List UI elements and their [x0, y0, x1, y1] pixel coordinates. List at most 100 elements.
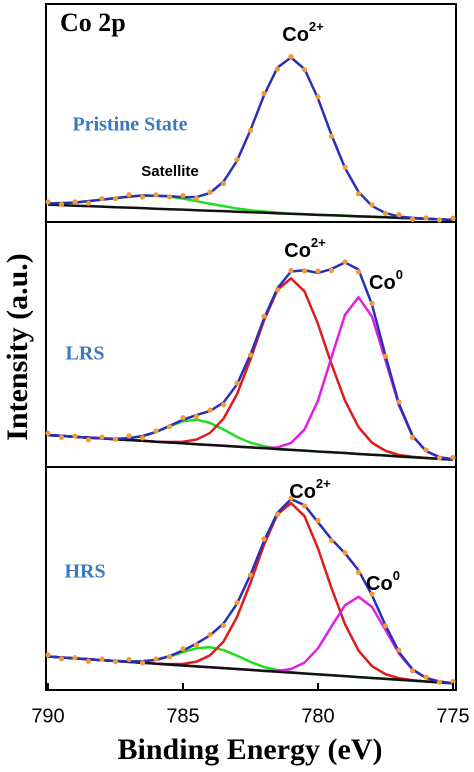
- data-point: [112, 436, 119, 442]
- data-point: [328, 133, 335, 139]
- annotation-sup: 2+: [309, 19, 324, 34]
- data-point: [207, 189, 213, 195]
- data-point: [72, 655, 78, 661]
- x-tick-label: 775: [436, 705, 469, 727]
- annotation-text: Co: [369, 272, 396, 294]
- data-point: [315, 517, 321, 524]
- data-point: [193, 642, 200, 648]
- data-point: [369, 591, 375, 597]
- data-point: [99, 195, 105, 202]
- x-tick-label: 785: [166, 705, 199, 727]
- data-point: [396, 212, 402, 218]
- x-tick-label: 780: [301, 705, 334, 727]
- data-point: [220, 622, 227, 629]
- data-point: [261, 536, 267, 542]
- data-point: [126, 192, 132, 198]
- data-point: [45, 199, 51, 205]
- data-point: [261, 313, 267, 319]
- data-point: [180, 415, 186, 421]
- data-point: [247, 352, 254, 358]
- data-point: [166, 194, 173, 200]
- data-point: [342, 550, 348, 556]
- data-point: [436, 679, 443, 685]
- data-point: [450, 678, 456, 685]
- data-point: [328, 267, 335, 274]
- data-point: [58, 434, 65, 440]
- plot-frame: [45, 3, 457, 691]
- y-axis-label: Intensity (a.u.): [1, 253, 34, 441]
- data-point: [355, 191, 362, 197]
- panel-title: Co 2p: [60, 8, 126, 37]
- data-point: [58, 656, 65, 662]
- data-point: [112, 195, 119, 202]
- data-point: [382, 353, 389, 359]
- annotation-text: Satellite: [141, 163, 199, 180]
- data-point: [180, 192, 186, 199]
- panel-label: Pristine State: [73, 114, 188, 136]
- panel-label: HRS: [64, 561, 105, 583]
- data-point: [247, 127, 254, 134]
- data-point: [342, 259, 348, 265]
- data-point: [139, 660, 146, 666]
- annotation-sup: 0: [393, 568, 400, 583]
- data-point: [301, 67, 308, 73]
- data-point: [58, 201, 65, 208]
- annotation: Co2+: [289, 476, 331, 503]
- data-point: [85, 437, 92, 443]
- data-point: [126, 656, 132, 663]
- data-point: [382, 210, 389, 217]
- fit-line: [47, 56, 454, 222]
- data-point: [369, 202, 375, 208]
- data-point: [139, 194, 146, 200]
- data-point: [382, 623, 389, 629]
- annotation-text: Co: [366, 573, 393, 595]
- data-point: [153, 428, 159, 434]
- data-point: [450, 215, 456, 221]
- annotation: Co2+: [284, 235, 326, 262]
- data-point: [423, 447, 429, 453]
- data-point: [112, 658, 119, 665]
- data-point: [288, 267, 294, 274]
- annotation: Satellite: [141, 163, 199, 180]
- data-point: [126, 433, 132, 439]
- data-point: [301, 268, 308, 274]
- annotation: Co2+: [282, 19, 324, 46]
- data-point: [409, 434, 416, 440]
- annotation-text: Co: [289, 481, 316, 503]
- data-point: [369, 300, 375, 306]
- data-point: [45, 652, 51, 658]
- data-point: [220, 402, 227, 408]
- data-point: [72, 199, 78, 205]
- data-point: [274, 287, 281, 293]
- data-point: [247, 572, 254, 578]
- data-point: [396, 647, 402, 653]
- data-point: [409, 668, 416, 674]
- data-point: [166, 423, 173, 430]
- data-point: [234, 599, 240, 606]
- data-point: [423, 674, 429, 680]
- data-point: [436, 217, 443, 223]
- data-point: [85, 658, 92, 664]
- x-tick-label: 790: [31, 705, 64, 727]
- data-point: [274, 511, 281, 517]
- data-point: [207, 407, 213, 413]
- annotation-sup: 2+: [311, 235, 326, 250]
- annotation-sup: 2+: [316, 476, 331, 491]
- data-point: [288, 54, 294, 60]
- x-axis-label: Binding Energy (eV): [117, 733, 382, 766]
- annotation-sup: 0: [396, 267, 403, 282]
- annotation: Co0: [369, 267, 403, 294]
- data-point: [436, 455, 443, 461]
- data-point: [207, 632, 213, 638]
- data-point: [409, 216, 416, 222]
- data-point: [423, 215, 429, 221]
- data-point: [193, 413, 200, 420]
- data-point: [166, 654, 173, 660]
- data-point: [274, 66, 281, 72]
- data-point: [234, 380, 240, 386]
- data-point: [315, 268, 321, 274]
- data-point: [85, 200, 92, 206]
- data-point: [396, 399, 402, 405]
